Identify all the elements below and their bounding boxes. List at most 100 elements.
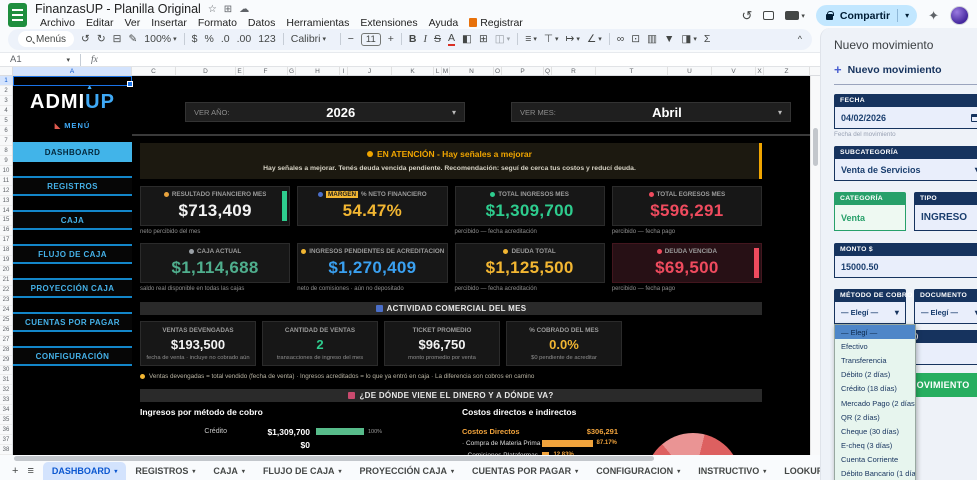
merge-cells-button[interactable]: ◫ ▾ [494, 33, 511, 46]
menu-formato[interactable]: Formato [193, 17, 242, 29]
avatar[interactable] [950, 6, 969, 25]
menu-editar[interactable]: Editar [81, 17, 118, 29]
text-color-button[interactable]: A [448, 32, 456, 47]
share-dropdown-icon[interactable]: ▾ [905, 11, 910, 20]
column-header-o[interactable]: O [494, 67, 502, 76]
monto-input[interactable]: 15000.50 [834, 256, 977, 278]
create-filter-button[interactable]: ▼ [664, 33, 675, 46]
font-select[interactable]: Calibri ▾ [290, 33, 327, 46]
document-title[interactable]: FinanzasUP - Planilla Original [35, 2, 201, 16]
format-currency-button[interactable]: $ [191, 33, 198, 46]
fecha-input[interactable]: 04/02/2026 [834, 107, 977, 129]
column-header-u[interactable]: U [668, 67, 712, 76]
move-folder-icon[interactable]: ⊞ [223, 3, 233, 15]
menu-insertar[interactable]: Insertar [146, 17, 192, 29]
dropdown-option-efectivo[interactable]: Efectivo [841, 341, 868, 351]
row-header-28[interactable]: 28 [0, 346, 12, 356]
row-header-27[interactable]: 27 [0, 336, 12, 346]
decrease-font-size-button[interactable]: − [347, 33, 354, 46]
documento-select[interactable]: — Elegí — ▾ [913, 302, 977, 324]
row-header-26[interactable]: 26 [0, 326, 12, 336]
row-header-18[interactable]: 18 [0, 246, 12, 256]
undo-button[interactable]: ↺ [81, 33, 90, 46]
text-rotate-button[interactable]: ∠ ▾ [586, 33, 602, 46]
sheet-tab-registros[interactable]: REGISTROS ▾ [126, 462, 204, 480]
row-header-2[interactable]: 2 [0, 86, 12, 97]
row-header-21[interactable]: 21 [0, 276, 12, 286]
insert-comment-button[interactable]: ⊡ [631, 33, 641, 46]
dropdown-option-cuenta-corriente[interactable]: Cuenta Corriente [841, 455, 899, 465]
row-header-24[interactable]: 24 [0, 306, 12, 316]
menus-search[interactable]: Menús [18, 31, 75, 48]
row-header-35[interactable]: 35 [0, 415, 12, 426]
column-header-z[interactable]: Z [764, 67, 810, 76]
dropdown-option-transferencia[interactable]: Transferencia [841, 355, 887, 365]
column-header-v[interactable]: V [712, 67, 756, 76]
row-header-19[interactable]: 19 [0, 256, 12, 266]
sidebar-item-flujo-de-caja[interactable]: FLUJO DE CAJA [13, 244, 132, 265]
horizontal-scrollbar-thumb[interactable] [14, 456, 654, 462]
column-header-i[interactable]: I [340, 67, 348, 76]
dropdown-option-e-cheq-3-dias[interactable]: E-cheq (3 días) [841, 441, 893, 451]
menu-extensiones[interactable]: Extensiones [355, 17, 422, 29]
dropdown-option-debito-bancario-1-dias[interactable]: Débito Bancario (1 días) [841, 469, 915, 479]
strikethrough-button[interactable]: S [433, 33, 441, 46]
dropdown-option-elegi[interactable]: — Elegí — [835, 325, 915, 340]
horizontal-align-button[interactable]: ≡ ▾ [525, 33, 537, 46]
column-header-a[interactable]: A [13, 67, 132, 76]
decrease-decimals-button[interactable]: .0 [220, 33, 230, 46]
column-header-n[interactable]: N [450, 67, 494, 76]
row-header-30[interactable]: 30 [0, 366, 12, 376]
print-button[interactable]: ⊟ [112, 33, 122, 46]
more-formats-button[interactable]: 123 [258, 33, 276, 46]
menu-ver[interactable]: Ver [119, 17, 145, 29]
month-selector[interactable]: VER MES: Abril ▾ [511, 102, 791, 123]
menu-herramientas[interactable]: Herramientas [281, 17, 354, 29]
year-selector[interactable]: VER AÑO: 2026 ▾ [185, 102, 465, 123]
row-header-3[interactable]: 3 [0, 96, 12, 107]
row-header-22[interactable]: 22 [0, 286, 12, 296]
sidebar-item-registros[interactable]: REGISTROS [13, 176, 132, 197]
row-header-6[interactable]: 6 [0, 126, 12, 137]
sheet-tab-flujo-de-caja[interactable]: FLUJO DE CAJA ▾ [254, 462, 351, 480]
row-header-20[interactable]: 20 [0, 266, 12, 276]
dropdown-option-cheque-30-dias[interactable]: Cheque (30 días) [841, 426, 899, 436]
sheet-tab-caja[interactable]: CAJA ▾ [204, 462, 254, 480]
vertical-align-button[interactable]: ⊤ ▾ [543, 33, 559, 46]
row-header-31[interactable]: 31 [0, 375, 12, 386]
row-header-34[interactable]: 34 [0, 405, 12, 416]
italic-button[interactable]: I [423, 33, 427, 45]
column-header-m[interactable]: M [442, 67, 450, 76]
metodo-select[interactable]: — Elegí — ▾ [834, 302, 906, 324]
row-header-9[interactable]: 9 [0, 156, 12, 167]
zoom-select[interactable]: 100% ▾ [144, 33, 177, 46]
row-header-32[interactable]: 32 [0, 385, 12, 396]
sidebar-item-proyeccion-caja[interactable]: PROYECCIÓN CAJA [13, 278, 132, 299]
sheet-tab-configuracion[interactable]: CONFIGURACION ▾ [587, 462, 689, 480]
row-header-17[interactable]: 17 [0, 236, 12, 246]
column-header-l[interactable]: L [434, 67, 442, 76]
increase-font-size-button[interactable]: + [387, 33, 394, 46]
column-header-j[interactable]: J [348, 67, 392, 76]
column-header-k[interactable]: K [392, 67, 434, 76]
column-header-f[interactable]: F [244, 67, 288, 76]
dropdown-option-mercado-pago-2-dias[interactable]: Mercado Pago (2 días) [841, 398, 915, 408]
functions-button[interactable]: Σ [703, 33, 711, 46]
insert-link-button[interactable]: ∞ [616, 33, 625, 46]
sheet-tab-cuentas-por-pagar[interactable]: CUENTAS POR PAGAR ▾ [463, 462, 587, 480]
star-icon[interactable]: ☆ [207, 3, 217, 15]
hide-menus-arrow[interactable]: ^ [797, 34, 802, 45]
row-header-15[interactable]: 15 [0, 216, 12, 226]
all-sheets-button[interactable]: ≡ [27, 465, 34, 478]
share-button[interactable]: Compartir ▾ [815, 5, 918, 26]
column-header-h[interactable]: H [296, 67, 340, 76]
sheet-tab-dashboard[interactable]: DASHBOARD ▾ [42, 462, 127, 480]
insert-chart-button[interactable]: ▥ [647, 33, 658, 46]
row-header-13[interactable]: 13 [0, 196, 12, 207]
horizontal-scrollbar[interactable] [0, 455, 820, 463]
text-wrap-button[interactable]: ↦ ▾ [565, 33, 580, 46]
sidebar-item-dashboard[interactable]: DASHBOARD [13, 142, 132, 163]
column-header-x[interactable]: X [756, 67, 764, 76]
menu-datos[interactable]: Datos [243, 17, 280, 29]
row-header-37[interactable]: 37 [0, 435, 12, 446]
